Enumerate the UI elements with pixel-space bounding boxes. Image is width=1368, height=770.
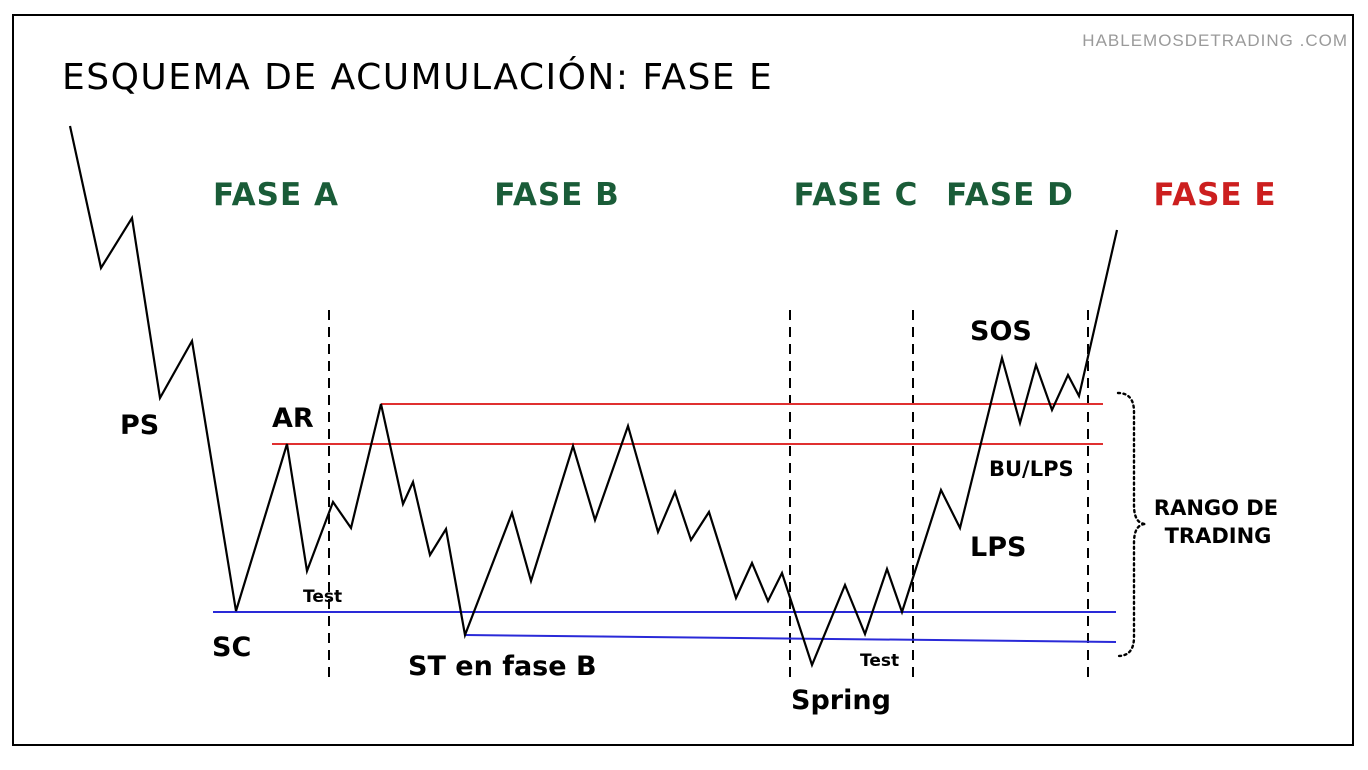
trading-range-brace: [1116, 391, 1147, 658]
event-label-sc: SC: [212, 632, 251, 663]
phase-c-label: FASE C: [794, 177, 919, 213]
page-title: ESQUEMA DE ACUMULACIÓN: FASE E: [62, 56, 773, 98]
phase-b-label: FASE B: [494, 177, 620, 213]
event-label-test-c: Test: [860, 651, 899, 671]
phase-dividers: [328, 310, 1089, 678]
event-label-ar: AR: [272, 403, 314, 434]
event-label-test-a: Test: [303, 587, 342, 607]
event-label-sos: SOS: [970, 316, 1032, 347]
phase-a-label: FASE A: [213, 177, 339, 213]
watermark-text: HABLEMOSDETRADING .COM: [1082, 31, 1348, 50]
event-label-st-fase-b: ST en fase B: [408, 651, 597, 682]
event-label-spring: Spring: [791, 685, 891, 716]
diagram-frame: [12, 14, 1354, 746]
trading-range-label-line1: RANGO DE: [1154, 496, 1278, 520]
trading-range-label-line2: TRADING: [1165, 524, 1272, 548]
phase-d-label: FASE D: [946, 177, 1074, 213]
price-path-line: [68, 125, 1119, 669]
phase-e-label: FASE E: [1153, 177, 1276, 213]
event-label-bu-lps: BU/LPS: [989, 457, 1074, 481]
event-label-ps: PS: [120, 410, 159, 441]
support-line-lower: [464, 634, 1117, 643]
event-label-lps: LPS: [970, 532, 1026, 563]
